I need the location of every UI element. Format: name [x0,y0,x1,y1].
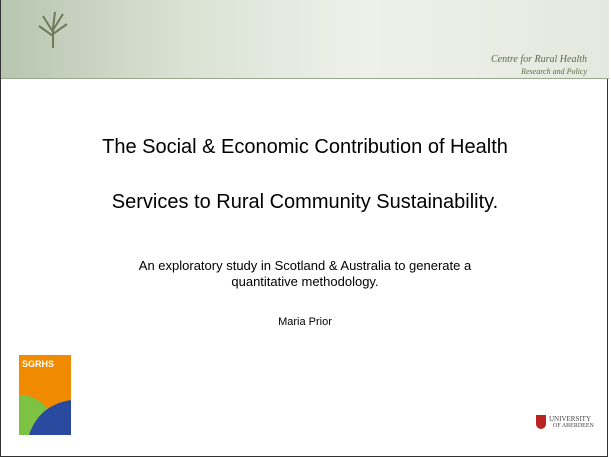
org-name: Centre for Rural Health [491,54,587,65]
sgrhs-text: SGRHS [22,359,54,369]
subtitle-line: An exploratory study in Scotland & Austr… [1,258,609,273]
aberdeen-logo: UNIVERSITY OF ABERDEEN [536,414,596,434]
university-text: UNIVERSITY [549,415,591,423]
university-text: OF ABERDEEN [553,423,594,429]
sgrhs-logo: SGRHS [19,355,71,435]
header-band: Centre for Rural Health Research and Pol… [1,0,609,79]
tree-icon [33,10,73,50]
title-line: The Social & Economic Contribution of He… [1,136,609,159]
org-subname: Research and Policy [521,67,587,76]
author: Maria Prior [1,316,609,328]
crest [536,415,546,429]
page: Centre for Rural Health Research and Pol… [0,0,611,459]
subtitle-line: quantitative methodology. [1,274,609,289]
slide: Centre for Rural Health Research and Pol… [0,0,608,457]
title-line: Services to Rural Community Sustainabili… [1,191,609,214]
